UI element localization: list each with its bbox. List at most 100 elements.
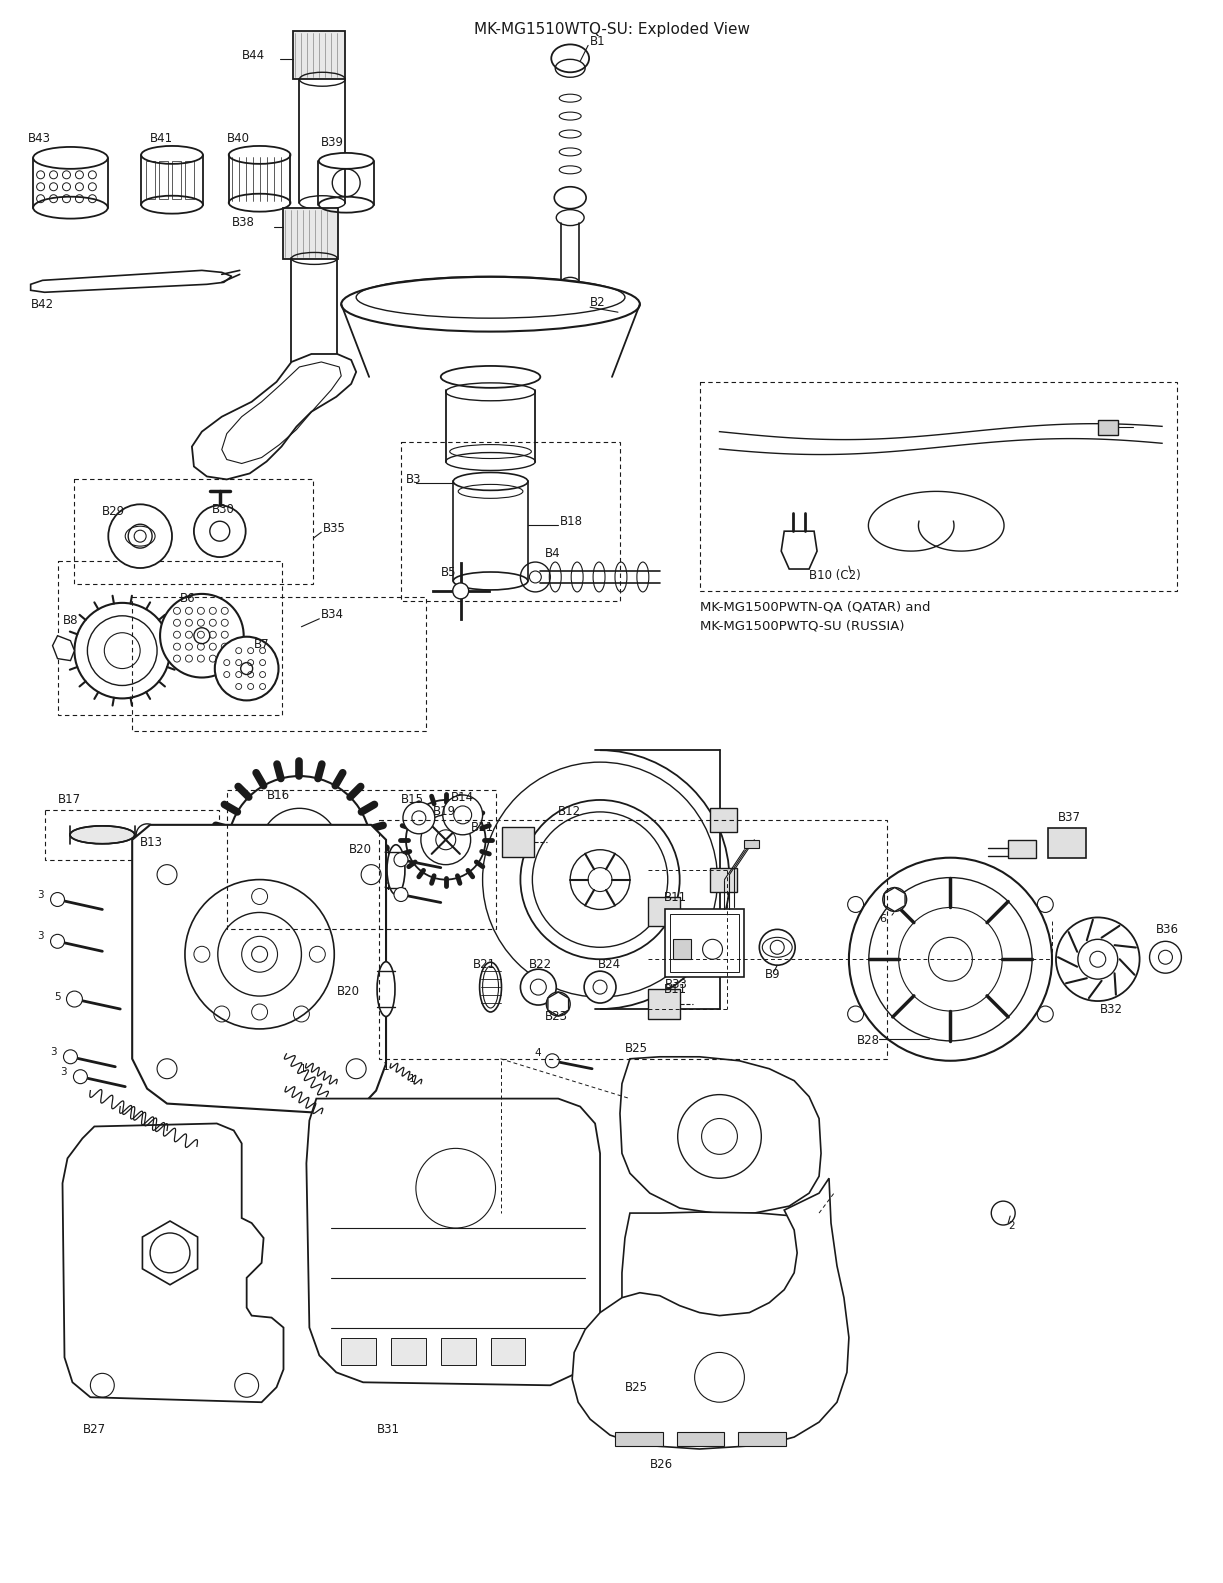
- Circle shape: [406, 799, 486, 880]
- Text: B15: B15: [401, 793, 424, 806]
- Bar: [490, 1338, 526, 1366]
- Text: B34: B34: [322, 608, 345, 621]
- Text: B8: B8: [62, 614, 78, 627]
- Text: B35: B35: [323, 522, 346, 535]
- Bar: [75, 480, 313, 584]
- Text: B30: B30: [212, 503, 235, 516]
- Circle shape: [992, 1201, 1015, 1225]
- Text: B14: B14: [451, 792, 473, 804]
- Text: B37: B37: [1058, 812, 1081, 825]
- Circle shape: [66, 991, 82, 1007]
- Circle shape: [1055, 918, 1140, 1000]
- Text: 1: 1: [408, 1073, 416, 1084]
- Bar: [159, 161, 168, 199]
- Bar: [44, 810, 219, 860]
- Text: B22: B22: [528, 958, 552, 970]
- Bar: [172, 161, 181, 199]
- Bar: [709, 807, 737, 831]
- Polygon shape: [572, 1178, 849, 1448]
- Circle shape: [759, 929, 795, 966]
- Circle shape: [547, 993, 570, 1016]
- Text: B12: B12: [558, 806, 581, 818]
- Circle shape: [215, 636, 279, 700]
- Ellipse shape: [386, 845, 405, 894]
- Bar: [648, 1338, 788, 1344]
- Text: B6: B6: [180, 592, 196, 605]
- Polygon shape: [31, 271, 231, 293]
- Text: B13: B13: [141, 836, 163, 848]
- Bar: [185, 161, 194, 199]
- Bar: [745, 839, 759, 848]
- Circle shape: [402, 803, 435, 834]
- Text: 1: 1: [383, 1062, 390, 1072]
- Polygon shape: [623, 1213, 819, 1369]
- Bar: [670, 915, 740, 972]
- Bar: [391, 1338, 426, 1366]
- Text: 1: 1: [300, 1064, 306, 1073]
- Bar: [648, 989, 680, 1019]
- Text: B40: B40: [226, 133, 249, 146]
- Text: 6: 6: [879, 915, 885, 924]
- Polygon shape: [142, 1220, 198, 1285]
- Text: B21: B21: [472, 958, 495, 970]
- Ellipse shape: [319, 154, 373, 169]
- Circle shape: [136, 823, 158, 845]
- Text: B19: B19: [433, 806, 456, 818]
- Circle shape: [585, 972, 616, 1004]
- Text: B11: B11: [471, 822, 494, 834]
- Circle shape: [453, 583, 468, 598]
- Bar: [676, 1433, 724, 1445]
- Circle shape: [1150, 942, 1181, 974]
- Bar: [673, 939, 691, 959]
- Bar: [503, 826, 534, 856]
- Circle shape: [150, 1233, 190, 1273]
- Text: B18: B18: [560, 514, 583, 527]
- Bar: [1048, 828, 1086, 858]
- Ellipse shape: [377, 962, 395, 1016]
- Polygon shape: [548, 993, 569, 1016]
- Polygon shape: [620, 1057, 821, 1213]
- Text: 3: 3: [60, 1067, 67, 1076]
- Text: B36: B36: [1156, 923, 1179, 936]
- Circle shape: [521, 799, 680, 959]
- Ellipse shape: [341, 277, 640, 331]
- Text: B43: B43: [28, 133, 50, 146]
- Text: B3: B3: [406, 473, 422, 486]
- Circle shape: [50, 893, 65, 907]
- Circle shape: [849, 858, 1052, 1061]
- Bar: [709, 928, 737, 951]
- Text: B25: B25: [625, 1042, 648, 1056]
- Text: B26: B26: [649, 1458, 673, 1472]
- Circle shape: [75, 603, 170, 698]
- Bar: [401, 442, 620, 602]
- Circle shape: [394, 853, 408, 866]
- Ellipse shape: [229, 146, 291, 165]
- Bar: [1008, 839, 1036, 858]
- Bar: [709, 867, 737, 891]
- Text: 3: 3: [38, 931, 44, 942]
- Bar: [284, 207, 339, 260]
- Text: B17: B17: [57, 793, 81, 806]
- Text: B31: B31: [377, 1423, 400, 1436]
- Circle shape: [227, 776, 371, 920]
- Circle shape: [443, 795, 483, 834]
- Text: B25: B25: [625, 1380, 648, 1393]
- Bar: [57, 560, 281, 716]
- Bar: [739, 1433, 786, 1445]
- Bar: [146, 161, 155, 199]
- Circle shape: [160, 594, 243, 678]
- Text: 4: 4: [383, 847, 390, 856]
- Text: B11: B11: [664, 983, 687, 996]
- Ellipse shape: [552, 44, 589, 73]
- Bar: [665, 910, 745, 977]
- Bar: [132, 597, 426, 731]
- Circle shape: [545, 1054, 559, 1069]
- Bar: [700, 382, 1178, 590]
- Text: B27: B27: [82, 1423, 105, 1436]
- Text: B41: B41: [150, 133, 174, 146]
- Polygon shape: [884, 888, 905, 912]
- Text: 3: 3: [50, 1046, 57, 1057]
- Circle shape: [194, 505, 246, 557]
- Bar: [648, 896, 680, 926]
- Polygon shape: [781, 532, 817, 568]
